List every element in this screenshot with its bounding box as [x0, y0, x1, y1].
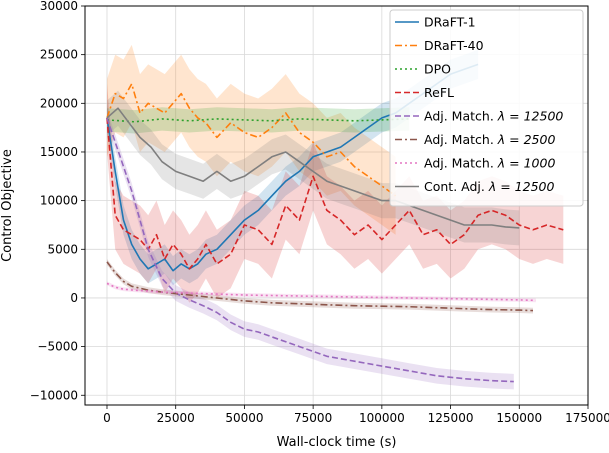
legend-label-math: λ = 12500 [497, 109, 564, 124]
legend-label-6: Adj. Match. λ = 1000 [424, 156, 555, 171]
series-line-7 [106, 107, 520, 229]
series-line-3 [106, 117, 564, 270]
x-tick-label: 25000 [157, 411, 195, 425]
legend-label-3: ReFL [424, 85, 454, 100]
series-line-5 [106, 261, 534, 312]
series-line-2 [106, 118, 410, 123]
band-layer [107, 44, 564, 390]
plot-frame [84, 5, 589, 406]
series-line-4 [106, 117, 514, 383]
y-tick-label: 15000 [40, 145, 78, 159]
series-line-6 [106, 282, 536, 302]
series-band-6 [107, 281, 536, 303]
legend-label-text: Cont. Adj. [424, 179, 489, 194]
legend: DRaFT-1 DRaFT-40 DPO ReFL Adj. Match. λ = 12… [389, 9, 584, 207]
x-tick-label: 100000 [359, 411, 405, 425]
tick-layer: 0 25000 50000 75000 100000 125000 150000 175000… [30, 0, 609, 425]
legend-label-text: Adj. Match. [424, 132, 498, 147]
legend-label-7: Cont. Adj. λ = 12500 [424, 179, 554, 194]
x-tick-label: 0 [103, 411, 111, 425]
line-layer [106, 63, 564, 383]
legend-label-1: DRaFT-40 [424, 38, 484, 53]
legend-label-text: Adj. Match. [424, 156, 498, 171]
y-tick-label: 0 [70, 291, 78, 305]
x-axis-label: Wall-clock time (s) [277, 435, 397, 449]
y-tick-label: 20000 [40, 96, 78, 110]
legend-label-2: DPO [424, 62, 451, 77]
x-tick-label: 175000 [565, 411, 609, 425]
legend-label-math: λ = 2500 [497, 132, 556, 147]
legend-label-text: Adj. Match. [424, 109, 498, 124]
y-tick-label: −10000 [30, 388, 78, 402]
y-tick-label: 25000 [40, 48, 78, 62]
series-line-1 [106, 83, 397, 197]
legend-label-math: λ = 12500 [488, 179, 555, 194]
legend-label-0: DRaFT-1 [424, 15, 476, 30]
legend-label-4: Adj. Match. λ = 12500 [424, 109, 563, 124]
legend-label-math: λ = 1000 [497, 156, 556, 171]
legend-label-text: DRaFT-1 [424, 15, 476, 30]
series-band-7 [107, 90, 520, 246]
x-tick-label: 125000 [428, 411, 474, 425]
legend-label-text: ReFL [424, 85, 454, 100]
legend-label-text: DPO [424, 62, 451, 77]
series-band-5 [107, 259, 533, 314]
legend-label-text: DRaFT-40 [424, 38, 484, 53]
x-tick-label: 50000 [225, 411, 263, 425]
legend-box [389, 9, 584, 207]
series-band-3 [107, 83, 564, 303]
x-tick-label: 150000 [496, 411, 542, 425]
legend-label-5: Adj. Match. λ = 2500 [424, 132, 555, 147]
x-tick-label: 75000 [294, 411, 332, 425]
y-tick-label: 10000 [40, 194, 78, 208]
y-tick-label: 30000 [40, 0, 78, 13]
y-axis-label: Control Objective [0, 149, 15, 262]
y-tick-label: −5000 [37, 340, 78, 354]
series-band-1 [107, 44, 396, 235]
y-tick-label: 5000 [47, 242, 78, 256]
series-band-0 [107, 49, 479, 286]
